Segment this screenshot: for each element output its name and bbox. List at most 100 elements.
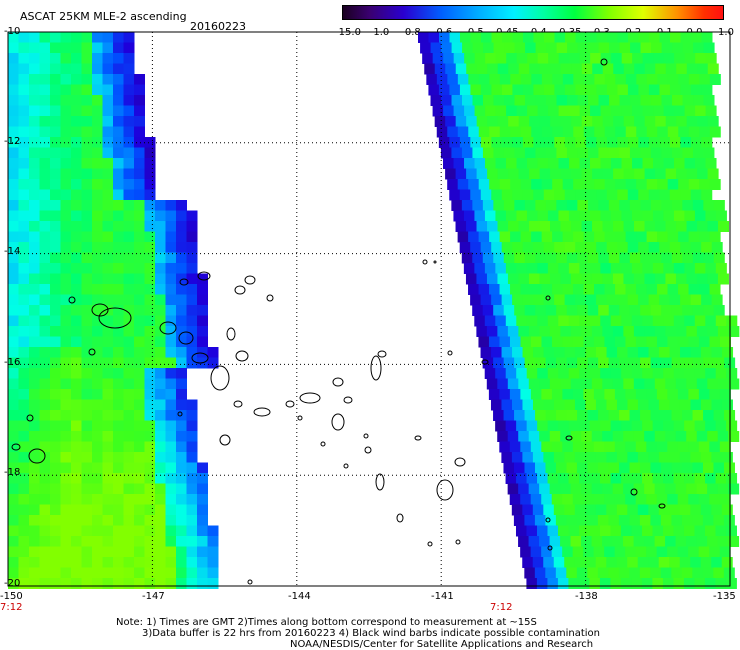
- swath-cell: [155, 273, 166, 285]
- swath-cell: [18, 420, 30, 432]
- swath-cell: [627, 242, 639, 253]
- swath-cell: [631, 473, 643, 484]
- swath-cell: [8, 63, 19, 75]
- swath-cell: [71, 536, 82, 547]
- island-outline: [219, 434, 231, 446]
- swath-cell: [585, 242, 597, 253]
- swath-cell: [50, 168, 61, 180]
- swath-cell: [564, 84, 576, 96]
- swath-cell: [554, 32, 566, 43]
- swath-cell: [113, 179, 124, 190]
- swath-cell: [144, 578, 156, 589]
- swath-cell: [652, 420, 664, 432]
- swath-cell: [530, 441, 542, 453]
- swath-cell: [644, 273, 656, 285]
- swath-cell: [50, 410, 61, 421]
- swath-cell: [50, 441, 61, 453]
- swath-cell: [623, 221, 635, 232]
- swath-cell: [197, 546, 208, 558]
- swath-cell: [8, 389, 19, 400]
- swath-cell: [155, 525, 166, 537]
- swath-cell: [478, 179, 490, 190]
- wind-swath-cells: [8, 32, 740, 589]
- swath-cell: [155, 336, 166, 348]
- swath-cell: [554, 189, 566, 201]
- swath-cell: [662, 578, 674, 589]
- swath-cell: [165, 368, 177, 379]
- swath-cell: [197, 515, 208, 526]
- swath-cell: [482, 252, 494, 264]
- swath-cell: [634, 168, 646, 180]
- swath-cell: [597, 462, 609, 474]
- swath-cell: [596, 347, 608, 358]
- swath-cell: [646, 179, 658, 190]
- swath-cell: [71, 462, 82, 474]
- swath-cell: [60, 473, 72, 484]
- island-outline: [197, 271, 211, 281]
- swath-cell: [694, 525, 706, 537]
- swath-cell: [39, 126, 51, 138]
- swath-cell: [509, 336, 521, 348]
- swath-cell: [470, 84, 482, 96]
- swath-cell: [81, 158, 93, 169]
- swath-cell: [113, 74, 124, 85]
- swath-cell: [92, 336, 103, 348]
- swath-cell: [92, 483, 103, 495]
- island-outline: [545, 517, 551, 523]
- swath-cell: [176, 578, 187, 589]
- swath-cell: [529, 168, 541, 180]
- swath-cell: [486, 326, 498, 337]
- swath-cell: [589, 315, 601, 327]
- swath-cell: [518, 168, 530, 180]
- swath-cell: [556, 305, 568, 316]
- swath-cell: [92, 557, 103, 568]
- swath-cell: [566, 515, 578, 526]
- swath-cell: [505, 420, 517, 432]
- swath-cell: [520, 336, 532, 348]
- swath-cell: [579, 263, 591, 274]
- swath-cell: [520, 546, 532, 558]
- swath-cell: [113, 525, 124, 537]
- swath-cell: [186, 231, 198, 243]
- swath-cell: [673, 315, 685, 327]
- swath-cell: [29, 546, 40, 558]
- swath-cell: [553, 504, 565, 516]
- swath-cell: [621, 368, 633, 379]
- swath-cell: [629, 462, 641, 474]
- swath-cell: [638, 84, 650, 96]
- swath-cell: [134, 336, 145, 348]
- swath-cell: [551, 389, 563, 400]
- swath-cell: [18, 221, 30, 232]
- swath-cell: [581, 168, 593, 180]
- swath-cell: [711, 399, 723, 411]
- swath-cell: [29, 515, 40, 526]
- swath-cell: [522, 294, 534, 306]
- swath-cell: [511, 504, 523, 516]
- swath-cell: [575, 32, 587, 43]
- swath-cell: [186, 431, 198, 442]
- swath-cell: [610, 420, 622, 432]
- swath-cell: [629, 147, 641, 159]
- island-outline: [331, 413, 345, 431]
- swath-cell: [614, 336, 626, 348]
- swath-cell: [507, 273, 519, 285]
- swath-cell: [50, 357, 61, 369]
- swath-cell: [123, 126, 135, 138]
- swath-cell: [715, 473, 727, 484]
- swath-cell: [610, 210, 622, 222]
- swath-cell: [667, 284, 679, 295]
- swath-cell: [155, 504, 166, 516]
- swath-cell: [656, 336, 668, 348]
- swath-cell: [518, 326, 530, 337]
- swath-cell: [50, 389, 61, 400]
- swath-cell: [438, 84, 450, 96]
- swath-cell: [531, 74, 543, 85]
- swath-cell: [634, 63, 646, 75]
- swath-cell: [81, 147, 93, 159]
- swath-cell: [527, 53, 539, 64]
- swath-cell: [92, 158, 103, 169]
- swath-cell: [676, 168, 688, 180]
- swath-cell: [113, 305, 124, 316]
- swath-cell: [671, 410, 683, 421]
- swath-cell: [606, 347, 618, 358]
